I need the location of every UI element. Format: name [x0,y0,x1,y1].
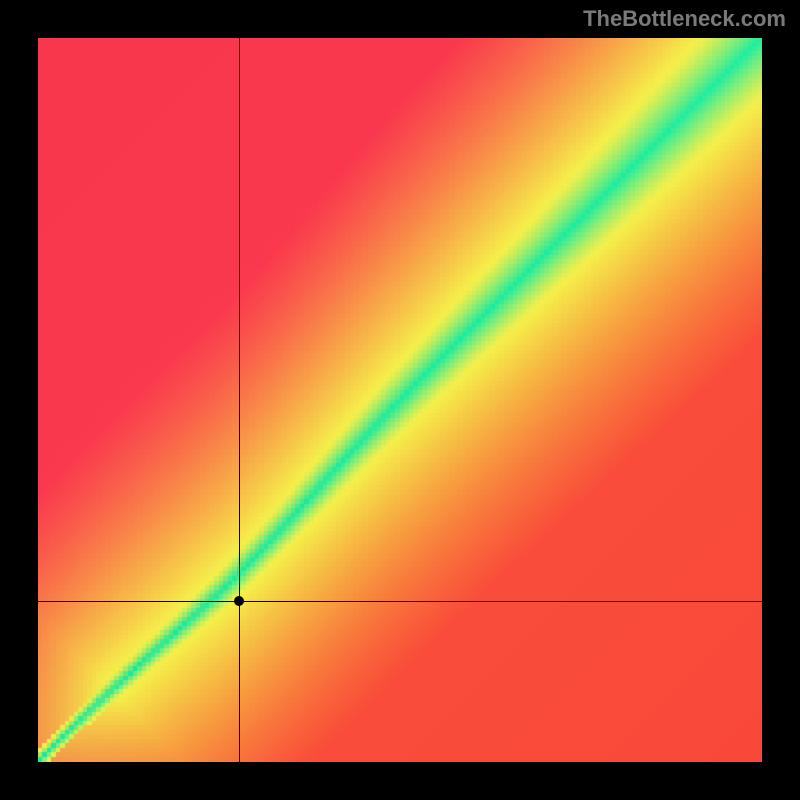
crosshair-horizontal [38,601,762,602]
plot-frame [38,38,762,762]
watermark-text: TheBottleneck.com [583,6,786,32]
heatmap-canvas [38,38,762,762]
crosshair-vertical [239,38,240,762]
chart-container: TheBottleneck.com [0,0,800,800]
marker-dot [234,596,244,606]
